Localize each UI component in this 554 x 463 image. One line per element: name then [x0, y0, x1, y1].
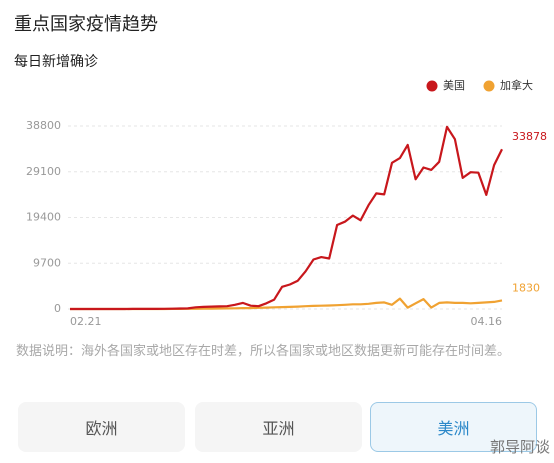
end-label: 33878 [512, 130, 547, 143]
y-tick-label: 38800 [26, 119, 61, 132]
watermark: 郭导阿谈 [489, 438, 550, 456]
x-tick-label: 02.21 [70, 315, 102, 328]
line [70, 125, 503, 311]
line [70, 297, 503, 311]
tab[interactable]: 亚洲 [195, 402, 362, 452]
end-label: 1830 [512, 281, 540, 294]
x-tick-label: 04.16 [471, 315, 503, 328]
legend-label: 美国 [443, 79, 465, 92]
note: 数据说明：海外各国家或地区存在时差，所以各国家或地区数据更新可能存在时间差。 [16, 344, 511, 359]
tab[interactable]: 美洲 [370, 402, 537, 452]
legend-marker [426, 80, 438, 92]
page-title: 重点国家疫情趋势 [14, 14, 158, 35]
legend-marker [483, 80, 495, 92]
legend-label: 加拿大 [500, 78, 533, 92]
chart-title: 每日新增确诊 [14, 54, 98, 70]
y-tick-label: 29100 [26, 165, 61, 178]
y-tick-label: 0 [54, 302, 61, 315]
y-tick-label: 9700 [33, 256, 61, 269]
y-tick-label: 19400 [26, 211, 61, 224]
tab[interactable]: 欧洲 [18, 402, 185, 452]
